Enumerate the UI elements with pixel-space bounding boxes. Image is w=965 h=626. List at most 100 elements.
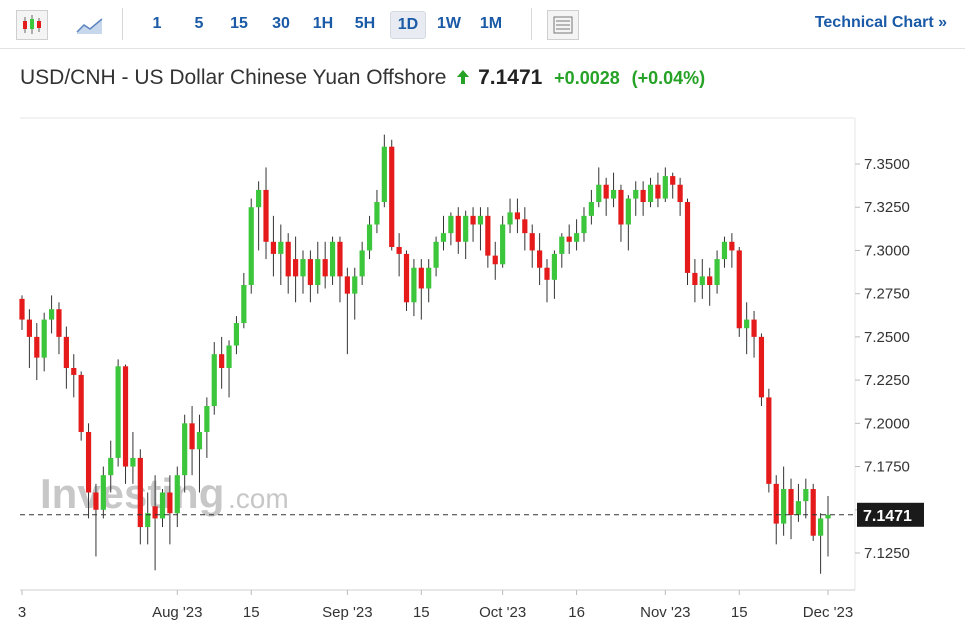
candle-body	[492, 255, 498, 265]
x-tick-label: Sep '23	[322, 604, 372, 621]
interval-button[interactable]: 5	[194, 15, 204, 32]
interval-button[interactable]: 1H	[312, 15, 334, 32]
candle-body	[374, 202, 380, 225]
candle-body	[344, 276, 350, 294]
x-tick-label: 16	[568, 604, 585, 621]
technical-chart-link[interactable]: Technical Chart »	[814, 14, 947, 31]
x-tick-label: 15	[731, 604, 748, 621]
candle-body	[766, 397, 772, 484]
candle-body	[307, 259, 313, 286]
candle-body	[818, 518, 824, 536]
candle-body	[78, 374, 84, 432]
candle-body	[773, 483, 779, 524]
candle-body	[256, 189, 262, 208]
candle-body	[677, 184, 683, 203]
candle-body	[714, 259, 720, 286]
x-tick-label: Aug '23	[152, 604, 202, 621]
candle-body	[544, 267, 550, 280]
candle-body	[85, 431, 92, 493]
candle-body	[699, 276, 705, 286]
y-tick-label: 7.1750	[864, 459, 910, 476]
candle-body	[145, 513, 151, 528]
price-change: +0.0028	[554, 68, 620, 88]
news-icon[interactable]	[547, 10, 579, 40]
y-tick-label: 7.1250	[864, 545, 910, 562]
candle-body	[529, 233, 535, 251]
interval-button[interactable]: 1M	[479, 15, 503, 32]
candle-body	[41, 319, 47, 358]
candle-body	[751, 319, 757, 337]
candlestick-icon[interactable]	[16, 10, 48, 40]
candle-body	[581, 215, 587, 234]
candle-body	[640, 189, 646, 203]
candle-body	[241, 285, 247, 324]
candle-body	[285, 241, 291, 277]
candle-body	[248, 207, 254, 286]
interval-button[interactable]: 15	[230, 15, 248, 32]
y-tick-label: 7.3500	[864, 156, 910, 173]
candle-body	[448, 215, 454, 234]
candle-body	[559, 236, 565, 254]
candle-body	[825, 514, 831, 519]
candle-body	[278, 241, 284, 254]
interval-button[interactable]: 5H	[354, 15, 376, 32]
candle-body	[588, 202, 594, 216]
interval-button[interactable]: 1W	[437, 15, 461, 32]
candle-body	[389, 146, 395, 247]
up-arrow	[457, 70, 470, 84]
candle-body	[322, 259, 328, 277]
candle-body	[618, 189, 624, 225]
x-tick-label: 3	[18, 604, 26, 621]
y-tick-label: 7.3250	[864, 199, 910, 216]
price-change-percent: (+0.04%)	[631, 68, 706, 88]
instrument-title: USD/CNH - US Dollar Chinese Yuan Offshor…	[20, 66, 447, 89]
candle-body	[189, 423, 195, 450]
interval-button[interactable]: 1D	[390, 11, 426, 39]
candle-body	[537, 250, 543, 268]
candle-body	[174, 475, 180, 514]
candle-body	[803, 489, 809, 502]
candle-body	[440, 233, 447, 242]
candle-body	[352, 276, 358, 294]
y-tick-label: 7.2000	[864, 415, 910, 432]
candle-body	[130, 457, 136, 467]
candle-body	[781, 489, 787, 524]
candle-body	[211, 354, 217, 407]
candle-body	[411, 267, 417, 303]
separator	[122, 8, 123, 40]
candle-body	[233, 323, 240, 346]
candle-body	[670, 176, 676, 185]
candle-body	[477, 215, 484, 225]
candle-body	[795, 501, 802, 515]
x-tick-label: Nov '23	[640, 604, 690, 621]
candle-body	[707, 276, 713, 286]
candle-body	[610, 189, 617, 199]
candle-body	[115, 366, 121, 458]
candle-body	[418, 267, 424, 289]
candle-body	[315, 259, 321, 286]
x-tick-label: 15	[243, 604, 260, 621]
candle-body	[108, 457, 114, 476]
candles	[19, 134, 831, 574]
candle-body	[633, 189, 639, 199]
candle-body	[655, 184, 661, 199]
candle-body	[292, 259, 299, 277]
candle-body	[48, 309, 55, 320]
candle-body	[744, 319, 750, 329]
x-tick-label: Oct '23	[479, 604, 526, 621]
candle-body	[485, 215, 491, 256]
candle-body	[337, 241, 343, 277]
y-tick-label: 7.2500	[864, 329, 910, 346]
interval-button[interactable]: 1	[152, 15, 162, 32]
candle-body	[329, 241, 336, 277]
interval-button[interactable]: 30	[272, 15, 290, 32]
candle-body	[507, 212, 513, 225]
candle-body	[403, 253, 410, 303]
candle-body	[270, 241, 277, 254]
candle-body	[758, 336, 765, 398]
candle-body	[684, 202, 691, 273]
area-icon[interactable]	[76, 14, 104, 36]
last-price-tag	[857, 502, 924, 527]
candle-body	[662, 176, 668, 199]
